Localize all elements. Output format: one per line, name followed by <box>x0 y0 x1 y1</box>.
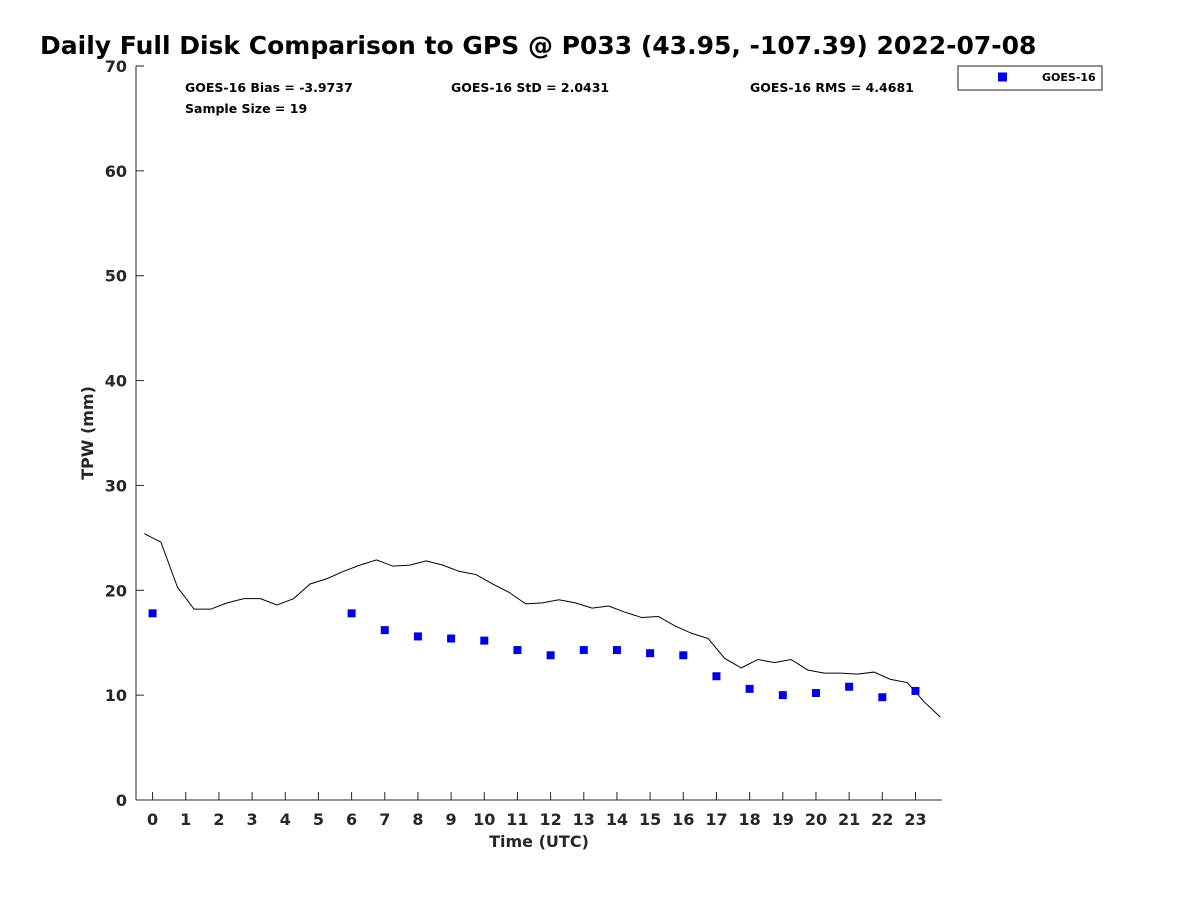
goes16-point-7 <box>380 626 389 635</box>
goes16-point-10 <box>480 636 489 645</box>
goes16-point-0 <box>148 609 157 618</box>
bias-stat: GOES-16 Bias = -3.9737 <box>185 80 353 95</box>
x-tick-label-15: 15 <box>639 810 661 829</box>
legend-box <box>957 65 1103 91</box>
rms-stat: GOES-16 RMS = 4.4681 <box>750 80 914 95</box>
std-stat: GOES-16 StD = 2.0431 <box>451 80 609 95</box>
goes16-point-6 <box>347 609 356 618</box>
goes16-point-17 <box>712 672 721 681</box>
x-tick-label-17: 17 <box>705 810 727 829</box>
goes16-point-21 <box>845 682 854 691</box>
x-tick-label-6: 6 <box>346 810 357 829</box>
legend: GOES-16 <box>957 65 1103 91</box>
x-tick-label-16: 16 <box>672 810 694 829</box>
legend-marker-goes16 <box>998 72 1007 82</box>
x-tick-label-1: 1 <box>180 810 191 829</box>
y-tick-label-0: 0 <box>116 791 127 810</box>
goes16-point-9 <box>447 634 456 643</box>
x-tick-label-2: 2 <box>213 810 224 829</box>
goes16-point-19 <box>778 691 787 700</box>
x-tick-label-0: 0 <box>147 810 158 829</box>
x-tick-label-11: 11 <box>506 810 528 829</box>
x-tick-label-23: 23 <box>904 810 926 829</box>
goes16-point-15 <box>646 649 655 658</box>
gps-tpw-line <box>144 533 941 718</box>
y-tick-label-10: 10 <box>105 686 127 705</box>
x-tick-label-7: 7 <box>379 810 390 829</box>
y-tick-label-60: 60 <box>105 162 127 181</box>
y-axis-label: TPW (mm) <box>78 386 97 480</box>
chart-title: Daily Full Disk Comparison to GPS @ P033… <box>40 31 1036 60</box>
y-tick-label-40: 40 <box>105 372 127 391</box>
goes16-marker-layer <box>148 609 920 702</box>
x-tick-label-22: 22 <box>871 810 893 829</box>
x-tick-label-21: 21 <box>838 810 860 829</box>
x-tick-label-13: 13 <box>573 810 595 829</box>
plot-area <box>136 66 942 800</box>
legend-label-goes16: GOES-16 <box>1042 71 1096 84</box>
goes16-point-12 <box>546 651 555 660</box>
x-tick-label-4: 4 <box>280 810 291 829</box>
sample-size-stat: Sample Size = 19 <box>185 101 307 116</box>
y-tick-label-70: 70 <box>105 57 127 76</box>
y-tick-label-50: 50 <box>105 267 127 286</box>
goes16-point-23 <box>911 686 920 695</box>
x-tick-label-3: 3 <box>247 810 258 829</box>
y-axis-ticks: 0 10 20 30 40 50 60 70 <box>105 57 144 810</box>
goes16-point-18 <box>745 684 754 693</box>
x-axis-label: Time (UTC) <box>489 832 589 851</box>
x-tick-label-19: 19 <box>772 810 794 829</box>
x-axis-ticks: 0 1 2 3 4 5 6 7 8 9 10 11 12 13 14 15 16 17 18 19 20 21 22 23 <box>147 792 927 829</box>
y-tick-label-30: 30 <box>105 476 127 495</box>
goes16-point-14 <box>612 646 621 655</box>
goes16-point-13 <box>579 646 588 655</box>
goes16-point-11 <box>513 646 522 655</box>
x-tick-label-20: 20 <box>805 810 827 829</box>
y-tick-label-20: 20 <box>105 581 127 600</box>
gps-line-layer <box>144 533 941 718</box>
goes16-point-16 <box>679 651 688 660</box>
x-tick-label-18: 18 <box>738 810 760 829</box>
x-tick-label-5: 5 <box>313 810 324 829</box>
x-tick-label-12: 12 <box>539 810 561 829</box>
x-tick-label-9: 9 <box>446 810 457 829</box>
goes16-point-20 <box>811 689 820 698</box>
x-tick-label-14: 14 <box>606 810 628 829</box>
goes16-point-8 <box>413 632 422 641</box>
x-tick-label-10: 10 <box>473 810 495 829</box>
goes16-point-22 <box>878 693 887 702</box>
x-tick-label-8: 8 <box>412 810 423 829</box>
